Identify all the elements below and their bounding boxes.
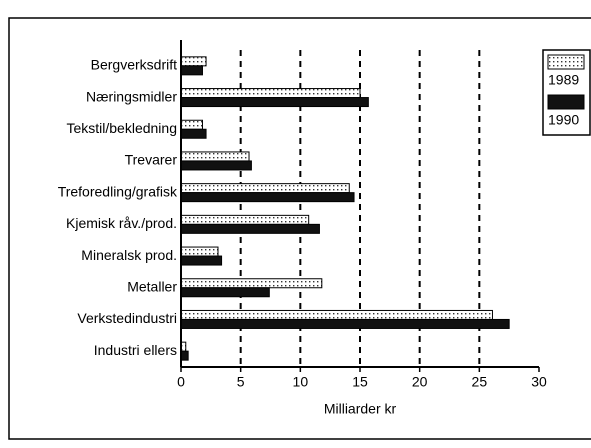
- x-tick-label: 5: [237, 374, 245, 390]
- x-tick-label: 20: [412, 374, 428, 390]
- y-tick-label: Bergverksdrift: [91, 57, 177, 73]
- y-tick-label: Mineralsk prod.: [81, 247, 177, 263]
- legend-label: 1989: [548, 72, 579, 88]
- bar: [180, 246, 219, 257]
- legend-swatch: [547, 94, 585, 110]
- bar: [180, 151, 250, 162]
- legend-swatch: [547, 54, 585, 70]
- y-tick-label: Næringsmidler: [86, 88, 177, 104]
- x-tick-label: 25: [472, 374, 488, 390]
- x-tick-label: 15: [352, 374, 368, 390]
- y-tick-label: Kjemisk råv./prod.: [66, 215, 177, 231]
- bar: [180, 255, 223, 266]
- bar: [180, 119, 203, 130]
- y-tick-label: Trevarer: [125, 152, 178, 168]
- bar: [180, 97, 369, 108]
- bar: [180, 128, 207, 139]
- bar: [180, 223, 320, 234]
- x-tick-label: 30: [531, 374, 547, 390]
- y-tick-label: Verkstedindustri: [77, 310, 177, 326]
- y-tick-label: Treforedling/grafisk: [58, 183, 178, 199]
- bar: [180, 183, 350, 194]
- bar: [180, 88, 361, 99]
- y-tick-label: Tekstil/bekledning: [66, 120, 177, 136]
- bar: [180, 287, 270, 298]
- bar: [180, 160, 252, 171]
- x-tick-label: 0: [177, 374, 185, 390]
- x-axis-label: Milliarder kr: [324, 401, 397, 417]
- bar: [180, 318, 510, 329]
- bar: [180, 309, 493, 320]
- bar: [180, 214, 310, 225]
- bar: [180, 350, 189, 361]
- legend-label: 1990: [548, 112, 579, 128]
- y-tick-label: Metaller: [127, 278, 177, 294]
- bar: [180, 278, 323, 289]
- bar: [180, 65, 203, 76]
- bar: [180, 192, 355, 203]
- x-tick-label: 10: [293, 374, 309, 390]
- y-tick-label: Industri ellers: [94, 342, 177, 358]
- bar: [180, 56, 207, 67]
